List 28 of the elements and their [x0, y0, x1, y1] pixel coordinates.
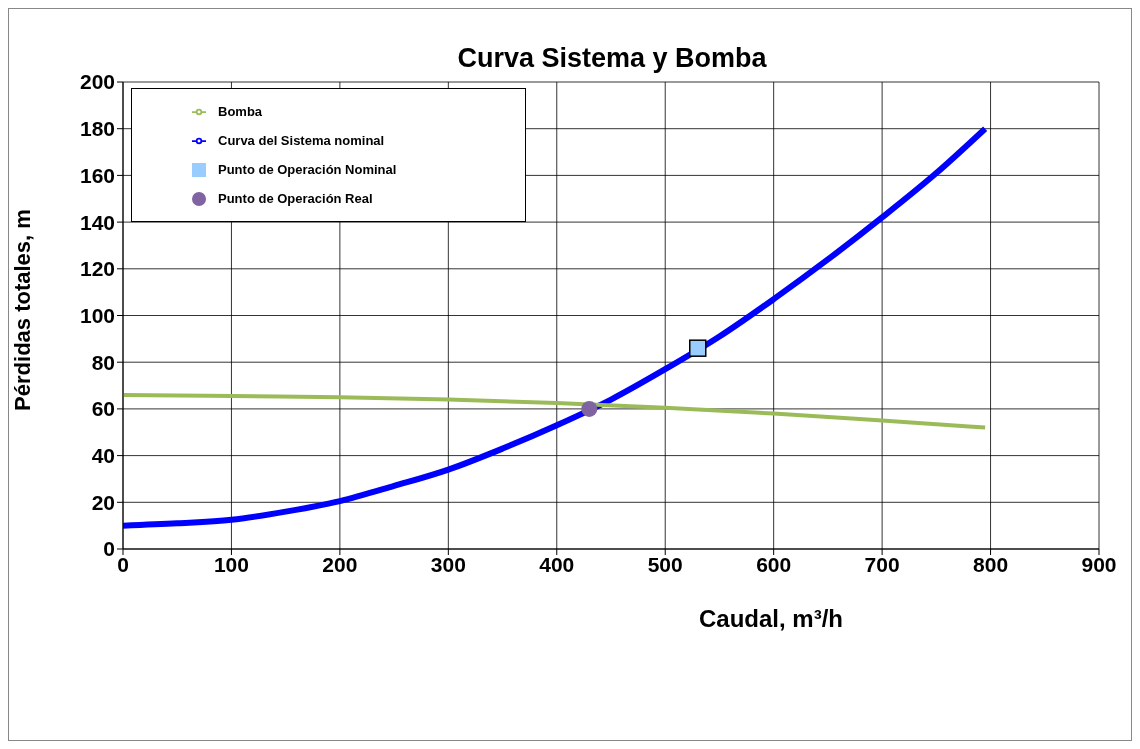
y-tick-label: 60	[91, 397, 115, 421]
y-tick-label: 160	[79, 163, 115, 187]
x-tick-label: 500	[647, 552, 683, 576]
y-axis-title: Pérdidas totales, m	[10, 209, 36, 411]
y-tick-label: 80	[91, 350, 115, 374]
y-tick-label: 140	[79, 210, 115, 234]
x-tick-label: 900	[1081, 552, 1117, 576]
y-tick-label: 200	[79, 70, 115, 94]
x-axis-title: Caudal, m³/h	[699, 605, 844, 633]
legend-label: Bomba	[218, 104, 263, 119]
y-tick-label: 180	[79, 117, 115, 141]
x-tick-label: 600	[756, 552, 792, 576]
x-tick-label: 400	[539, 552, 575, 576]
x-tick-label: 300	[430, 552, 466, 576]
y-tick-label: 100	[79, 303, 115, 327]
x-tick-label: 200	[322, 552, 358, 576]
y-tick-label: 120	[79, 257, 115, 281]
chart-title: Curva Sistema y Bomba	[456, 43, 768, 74]
legend-label: Punto de Operación Real	[218, 191, 373, 206]
line-series	[123, 392, 988, 430]
y-tick-label: 20	[91, 490, 115, 514]
x-tick-label: 700	[864, 552, 900, 576]
y-tick-label: 40	[91, 444, 115, 468]
x-tick-label: 100	[213, 552, 249, 576]
x-tick-label: 800	[973, 552, 1009, 576]
legend-label: Punto de Operación Nominal	[218, 162, 397, 177]
y-tick-label: 0	[103, 537, 115, 561]
legend-label: Curva del Sistema nominal	[218, 133, 385, 148]
